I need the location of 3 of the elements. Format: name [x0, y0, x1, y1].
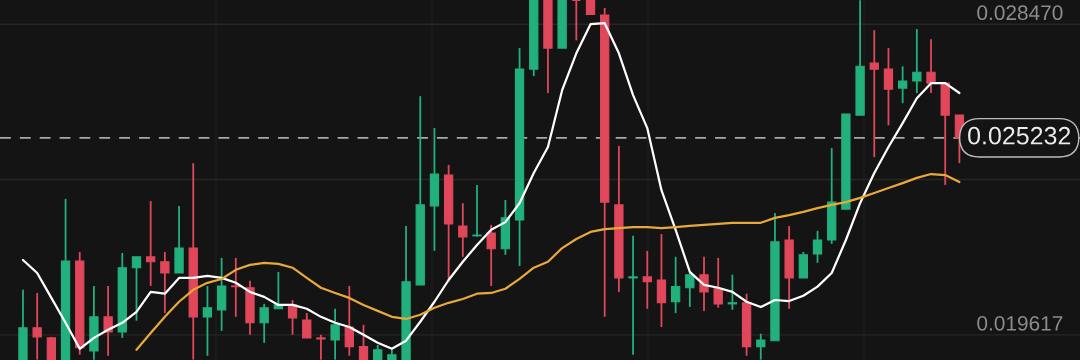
y-tick-label: 0.028470 — [977, 5, 1063, 21]
y-tick-label: 0.019617 — [977, 315, 1063, 331]
ref-line-label: 0.025232 — [968, 126, 1071, 145]
